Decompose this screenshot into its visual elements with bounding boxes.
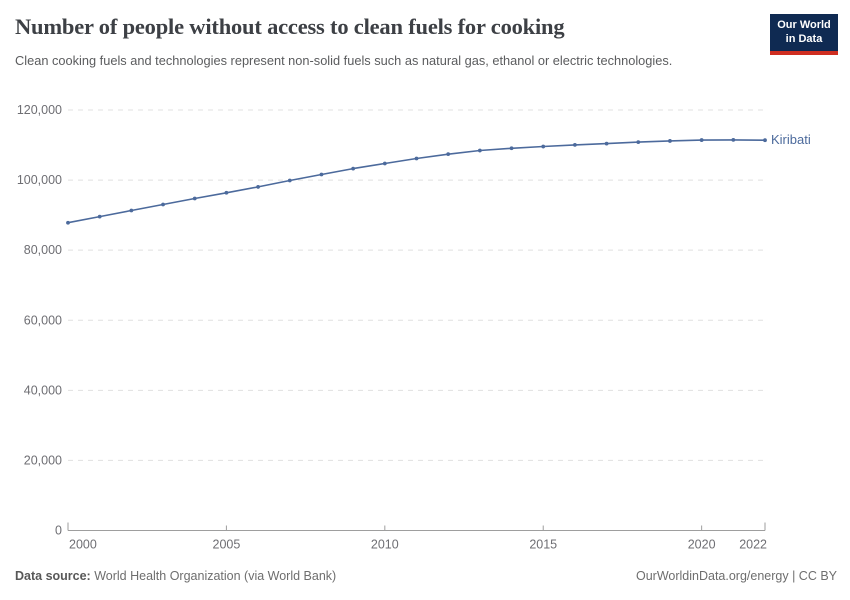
series-kiribati[interactable]: Kiribati [66,132,811,225]
data-point[interactable] [636,140,641,144]
data-point[interactable] [351,166,356,171]
data-source-value: World Health Organization (via World Ban… [90,569,337,583]
data-point[interactable] [129,208,134,213]
owid-logo-line2: in Data [785,32,823,45]
line-chart[interactable]: 0 20,000 40,000 60,000 80,000 100,000 120,000 2… [0,88,850,558]
series-line[interactable] [67,139,766,224]
data-point[interactable] [256,185,260,189]
data-point[interactable] [763,138,767,143]
data-point[interactable] [731,137,736,142]
svg-text:2022: 2022 [739,538,767,552]
data-point[interactable] [224,190,229,195]
svg-text:120,000: 120,000 [17,103,62,117]
svg-text:80,000: 80,000 [24,243,62,257]
data-point[interactable] [509,146,514,151]
svg-text:2010: 2010 [371,538,399,552]
data-point[interactable] [287,178,292,183]
page-title: Number of people without access to clean… [15,14,565,39]
svg-text:60,000: 60,000 [24,313,62,327]
data-point[interactable] [161,202,165,207]
data-point[interactable] [319,172,324,177]
y-gridlines [68,109,765,461]
data-source-label: Data source: [15,569,91,583]
svg-text:2015: 2015 [529,538,557,552]
entity-label[interactable]: Kiribati [771,132,811,147]
svg-text:40,000: 40,000 [24,383,62,397]
data-point[interactable] [477,148,482,153]
data-point[interactable] [668,139,672,143]
svg-text:2020: 2020 [688,538,716,552]
svg-text:2000: 2000 [69,538,97,552]
data-point[interactable] [382,161,387,166]
data-point[interactable] [541,144,546,149]
svg-text:100,000: 100,000 [17,173,62,187]
svg-text:0: 0 [55,524,62,538]
data-point[interactable] [573,143,577,147]
data-point[interactable] [97,214,102,219]
line-chart-svg[interactable]: 0 20,000 40,000 60,000 80,000 100,000 120,000 2… [0,88,850,558]
x-axis: 2000 2005 2010 2015 2020 2022 [67,522,767,552]
svg-text:20,000: 20,000 [24,453,62,467]
data-point[interactable] [604,141,609,146]
data-point[interactable] [66,220,70,225]
data-point[interactable] [414,156,419,161]
data-point[interactable] [699,138,704,142]
chart-subtitle: Clean cooking fuels and technologies rep… [15,53,673,68]
svg-text:2005: 2005 [213,538,241,552]
data-point[interactable] [192,196,197,201]
chart-footer: Data source: World Health Organization (… [15,569,837,583]
data-source-note: Data source: World Health Organization (… [15,569,336,583]
credit-link[interactable]: OurWorldinData.org/energy | CC BY [635,569,837,583]
data-point[interactable] [446,152,451,157]
owid-logo: Our World in Data [770,14,838,55]
y-tick-labels: 0 20,000 40,000 60,000 80,000 100,000 120,000 [17,103,62,538]
owid-logo-line1: Our World [777,19,831,31]
